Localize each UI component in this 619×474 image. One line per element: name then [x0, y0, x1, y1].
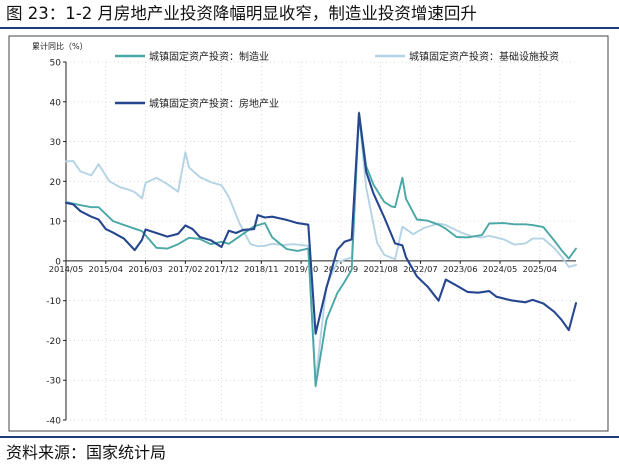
legend-label: 城镇固定资产投资：基础设施投资 [409, 50, 559, 63]
legend-item-real-estate: 城镇固定资产投资：房地产业 [115, 97, 279, 110]
y-tick-label: 50 [50, 59, 62, 69]
x-tick-label: 2017/02 [168, 264, 202, 274]
x-tick-label: 2015/04 [89, 264, 123, 274]
legend-item-infrastructure: 城镇固定资产投资：基础设施投资 [375, 50, 559, 63]
series-line-real-estate [64, 112, 578, 335]
y-tick-label: -20 [46, 337, 61, 347]
x-tick-label: 2018/11 [244, 264, 278, 274]
x-tick-label: 2021/08 [363, 264, 397, 274]
chart-frame [8, 35, 609, 432]
x-tick-label: 2022/07 [403, 264, 437, 274]
y-tick-label: 10 [50, 218, 62, 228]
legend-label: 城镇固定资产投资：制造业 [149, 50, 269, 63]
x-tick-label: 2023/06 [443, 264, 477, 274]
legend-label: 城镇固定资产投资：房地产业 [149, 97, 279, 110]
y-tick-label: 30 [50, 138, 62, 148]
grid-lines [65, 61, 576, 421]
x-tick-label: 2025/04 [523, 264, 557, 274]
x-tick-label: 2016/03 [128, 264, 162, 274]
series-lines [64, 111, 578, 388]
y-tick-label: -40 [46, 417, 61, 427]
x-tick-label: 2019/10 [284, 264, 318, 274]
figure-title: 图 23：1-2 月房地产业投资降幅明显收窄，制造业投资增速回升 [6, 4, 477, 23]
legend-item-manufacturing: 城镇固定资产投资：制造业 [115, 50, 269, 63]
y-tick-label: 40 [50, 98, 62, 108]
series-line-manufacturing [65, 111, 577, 388]
x-tick-label: 2017/12 [204, 264, 238, 274]
x-tick-label: 2020/09 [324, 264, 358, 274]
figure-source: 资料来源：国家统计局 [6, 443, 167, 462]
series-line-infrastructure [65, 114, 577, 383]
source-rule [0, 436, 619, 438]
y-tick-label: 0 [55, 257, 61, 267]
y-tick-label: -10 [46, 297, 61, 307]
y-axis-label: 累计同比（%） [32, 41, 88, 51]
y-tick-label: 20 [50, 178, 62, 188]
y-tick-label: -30 [46, 377, 61, 387]
title-rule [0, 27, 619, 29]
x-tick-label: 2024/05 [483, 264, 517, 274]
